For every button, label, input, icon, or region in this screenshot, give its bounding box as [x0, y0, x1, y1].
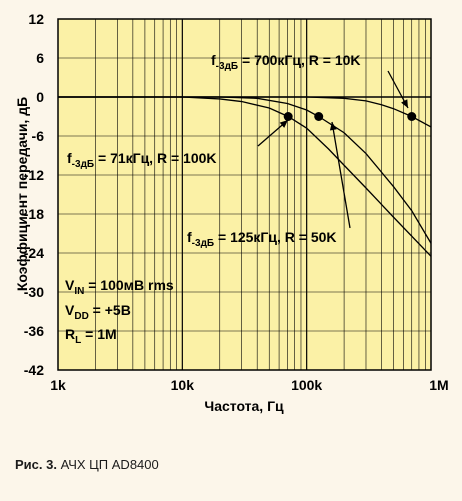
cutoff-annotation: f-3дБ = 125кГц, R = 50K — [187, 229, 337, 249]
y-tick-label: 6 — [36, 50, 44, 66]
y-tick-label: -36 — [24, 323, 44, 339]
conditions: VIN = 100мВ rms VDD = +5В RL = 1M — [65, 277, 174, 346]
y-tick-label: -42 — [24, 362, 44, 378]
y-tick-label: 12 — [28, 11, 44, 27]
y-tick-label: -6 — [32, 128, 45, 144]
plot-frame — [57, 18, 432, 371]
plot-background — [58, 19, 431, 370]
annotation-leader-line — [331, 121, 351, 229]
cutoff-annotation: f-3дБ = 71кГц, R = 100K — [67, 150, 217, 170]
y-tick-label: -18 — [24, 206, 44, 222]
x-tick-labels: 1k 10k 100k 1M — [50, 377, 449, 393]
figure-caption: Рис. 3. АЧХ ЦП AD8400 — [15, 457, 159, 472]
condition-label: RL = 1M — [65, 326, 117, 346]
x-tick-label: 100k — [291, 377, 322, 393]
caption-text: АЧХ ЦП AD8400 — [56, 457, 159, 472]
x-tick-label: 10k — [171, 377, 195, 393]
y-tick-label: -30 — [24, 284, 44, 300]
curves — [58, 96, 432, 257]
y-axis-label: Коэффициент передачи, дБ — [14, 97, 30, 291]
series-line-1 — [58, 96, 432, 257]
annotation-arrowhead — [329, 122, 337, 131]
x-tick-label: 1M — [429, 377, 448, 393]
x-axis-label: Частота, Гц — [204, 398, 284, 414]
cutoff-marker — [283, 112, 293, 121]
y-tick-labels: 12 6 0 -6 -12 -18 -24 -30 -36 -42 — [24, 11, 44, 378]
cutoff-annotation: f-3дБ = 700кГц, R = 10K — [211, 52, 361, 72]
condition-label: VIN = 100мВ rms — [65, 277, 174, 297]
caption-label: Рис. 3. — [15, 457, 57, 472]
annotation-arrowhead — [401, 99, 408, 108]
y-tick-label: -24 — [24, 245, 44, 261]
annotation-leaders — [257, 70, 409, 229]
cutoff-marker — [314, 112, 324, 121]
series-line-3 — [58, 96, 432, 128]
y-tick-label: -12 — [24, 167, 44, 183]
frequency-response-chart: 12 6 0 -6 -12 -18 -24 -30 -36 -42 1k 10k 100k 1M f-3… — [14, 11, 449, 414]
annotation-arrowhead — [279, 120, 288, 128]
x-tick-label: 1k — [50, 377, 66, 393]
markers — [283, 112, 417, 121]
annotations: f-3дБ = 700кГц, R = 10K f-3дБ = 71кГц, R … — [67, 52, 361, 249]
y-tick-label: 0 — [36, 89, 44, 105]
condition-label: VDD = +5В — [65, 302, 131, 322]
cutoff-marker — [407, 112, 417, 121]
